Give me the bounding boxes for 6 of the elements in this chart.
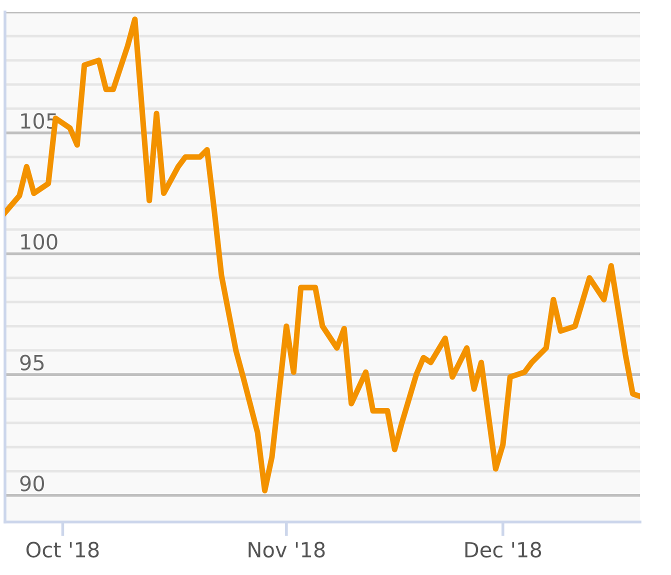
y-tick-label: 100 bbox=[21, 234, 58, 250]
y-tick-label: 95 bbox=[20, 354, 44, 371]
y-tick-label: 90 bbox=[20, 476, 44, 492]
x-tick-label: Dec '18 bbox=[465, 542, 542, 558]
x-tick-label: Oct '18 bbox=[26, 542, 99, 558]
x-tick-label: Nov '18 bbox=[248, 542, 325, 558]
